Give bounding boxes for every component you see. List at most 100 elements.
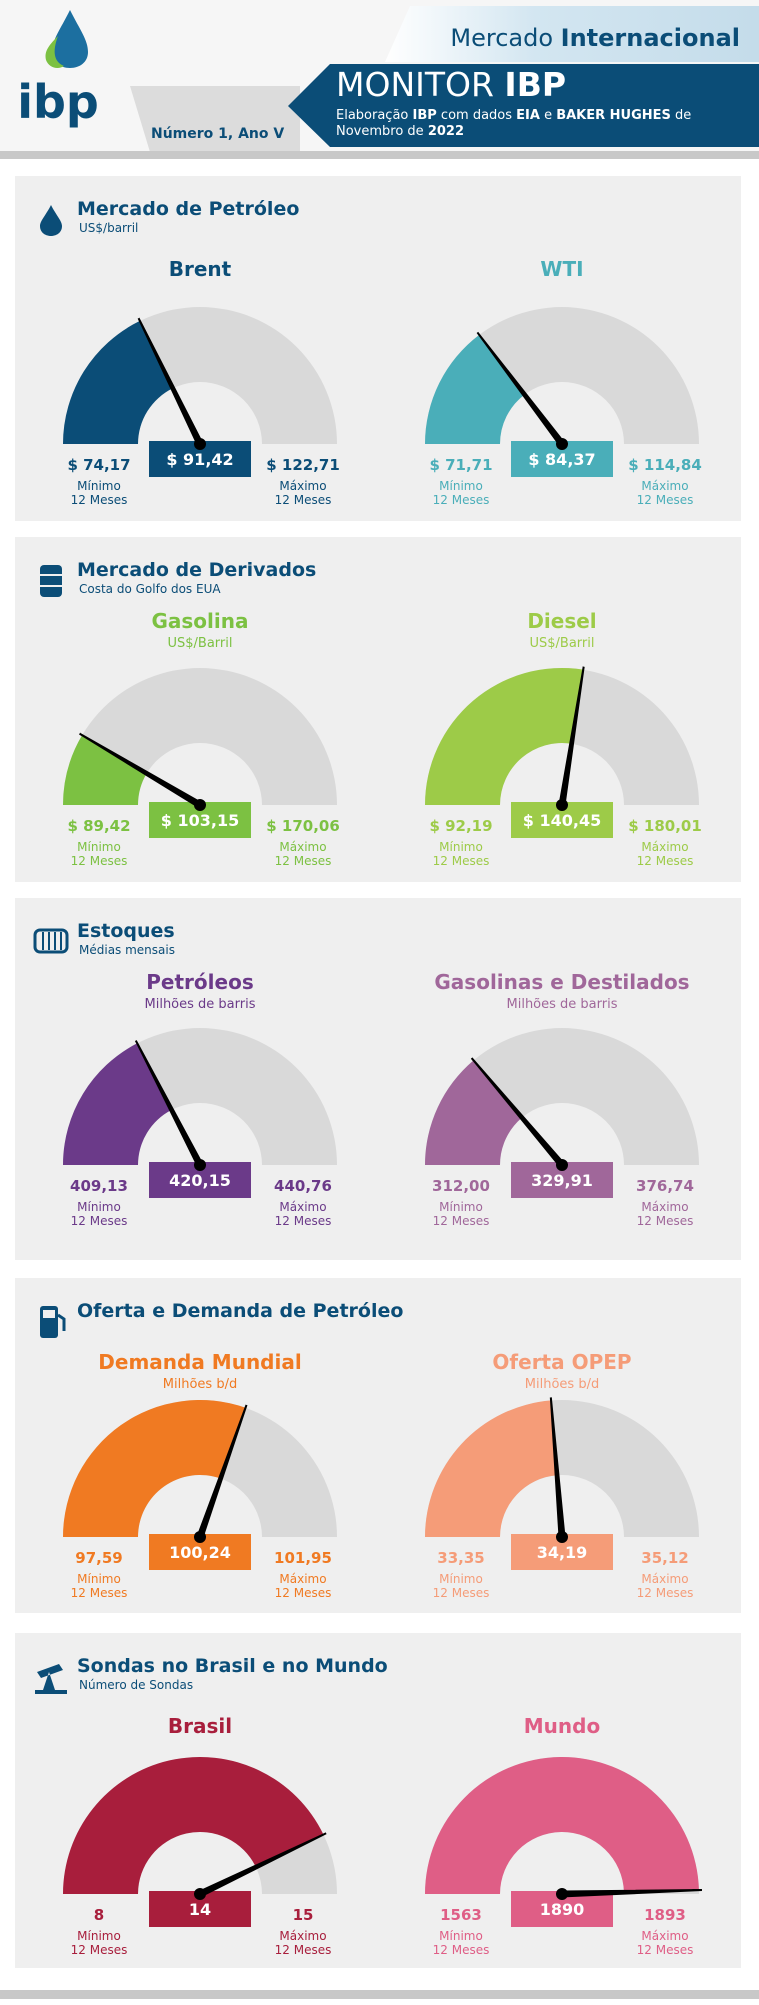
gauge-subtitle: Milhões de barris — [145, 997, 256, 1012]
gauge-title: Diesel — [527, 609, 596, 633]
icon-drop — [40, 205, 62, 236]
gauge-subtitle: US$/Barril — [530, 636, 595, 651]
issue: Número 1, Ano V — [151, 126, 284, 142]
max-caption: Máximo — [641, 1200, 688, 1214]
max-caption: Máximo — [641, 479, 688, 493]
period-caption: 12 Meses — [71, 1214, 128, 1228]
gauge-subtitle: Milhões b/d — [163, 1377, 237, 1392]
max-caption: Máximo — [641, 1929, 688, 1943]
header-shade — [130, 86, 300, 152]
period-caption: 12 Meses — [433, 493, 490, 507]
kicker-part: Internacional — [561, 24, 740, 52]
max-caption: Máximo — [641, 840, 688, 854]
max-caption: Máximo — [279, 1200, 326, 1214]
section-title: Estoques — [77, 920, 175, 942]
gauge-max: $ 114,84 — [628, 456, 702, 474]
gauge-title: Oferta OPEP — [492, 1350, 631, 1374]
gauge-title: Brasil — [168, 1714, 232, 1738]
gauge-title: Gasolina — [151, 609, 248, 633]
period-caption: 12 Meses — [71, 1943, 128, 1957]
period-caption: 12 Meses — [637, 854, 694, 868]
gauge-min: 8 — [94, 1906, 104, 1924]
header-title: MONITOR IBP — [336, 65, 566, 104]
max-caption: Máximo — [279, 479, 326, 493]
gauge-max: 1893 — [644, 1906, 686, 1924]
gauge-title: Petróleos — [146, 970, 253, 994]
period-caption: 12 Meses — [71, 1586, 128, 1600]
description-part: e — [540, 108, 556, 123]
gauge-fill — [425, 1756, 699, 1894]
section-title: Mercado de Petróleo — [77, 198, 299, 220]
gauge-min: 97,59 — [75, 1549, 122, 1567]
logo-leaf — [45, 36, 64, 68]
icon-rig — [37, 1664, 63, 1690]
gauge-max: 101,95 — [274, 1549, 332, 1567]
gauge-min: 312,00 — [432, 1177, 490, 1195]
gauge-value: 1890 — [540, 1900, 585, 1919]
gauge-fill — [63, 1400, 246, 1537]
description-part: de — [671, 108, 691, 123]
gauge-max: $ 180,01 — [628, 817, 702, 835]
period-caption: 12 Meses — [275, 493, 332, 507]
gauge-value: 329,91 — [531, 1171, 593, 1190]
max-caption: Máximo — [279, 840, 326, 854]
gauge-title: Demanda Mundial — [98, 1350, 301, 1374]
gauge-value: 14 — [189, 1900, 211, 1919]
needle-hub — [556, 438, 568, 450]
icon-base — [35, 1690, 67, 1694]
section-icon — [40, 1306, 66, 1338]
gauge-min: $ 92,19 — [429, 817, 492, 835]
gauge-title: Gasolinas e Destilados — [434, 970, 689, 994]
gauge-min: 1563 — [440, 1906, 482, 1924]
description-part: IBP — [413, 108, 437, 123]
gauge-min: $ 74,17 — [67, 456, 130, 474]
gauge-min: $ 89,42 — [67, 817, 130, 835]
gauge-min: $ 71,71 — [429, 456, 492, 474]
period-caption: 12 Meses — [433, 854, 490, 868]
period-caption: 12 Meses — [71, 854, 128, 868]
icon-barrel — [40, 565, 62, 597]
min-caption: Mínimo — [77, 1572, 121, 1586]
description-part: BAKER HUGHES — [556, 108, 671, 123]
period-caption: 12 Meses — [275, 854, 332, 868]
gauge-subtitle: US$/Barril — [168, 636, 233, 651]
section-icon — [33, 928, 69, 954]
gauge-max: $ 122,71 — [266, 456, 340, 474]
gauge-value: 100,24 — [169, 1543, 231, 1562]
period-caption: 12 Meses — [637, 493, 694, 507]
needle-hub — [556, 1888, 568, 1900]
gauge-value: $ 91,42 — [166, 450, 233, 469]
max-caption: Máximo — [641, 1572, 688, 1586]
period-caption: 12 Meses — [637, 1943, 694, 1957]
gauge-value: $ 103,15 — [161, 811, 239, 830]
gauge-fill — [63, 1757, 324, 1894]
min-caption: Mínimo — [77, 479, 121, 493]
gauge-fill — [63, 735, 147, 805]
gauge-value: $ 140,45 — [523, 811, 601, 830]
section-icon — [40, 205, 62, 236]
kicker-part: Mercado — [450, 24, 560, 52]
section-title: Mercado de Derivados — [77, 559, 316, 581]
min-caption: Mínimo — [439, 1572, 483, 1586]
gauge-subtitle: Milhões de barris — [507, 997, 618, 1012]
period-caption: 12 Meses — [637, 1214, 694, 1228]
gauge-max: 35,12 — [641, 1549, 688, 1567]
gauge-max: $ 170,06 — [266, 817, 340, 835]
header: ibp Mercado Internacional MONITOR IBP El… — [0, 0, 759, 159]
logo-text: ibp — [17, 75, 99, 129]
icon-window — [43, 1310, 55, 1318]
section-title: Oferta e Demanda de Petróleo — [77, 1300, 403, 1322]
kicker: Mercado Internacional — [450, 24, 740, 52]
needle-hub — [194, 799, 206, 811]
title-band — [288, 64, 759, 147]
min-caption: Mínimo — [77, 1929, 121, 1943]
gauge-value: 34,19 — [537, 1543, 588, 1562]
gauge-min: 409,13 — [70, 1177, 128, 1195]
period-caption: 12 Meses — [637, 1586, 694, 1600]
gauge-title: Mundo — [524, 1714, 600, 1738]
needle-hub — [556, 1159, 568, 1171]
icon-tank — [33, 928, 69, 954]
needle-hub — [194, 1531, 206, 1543]
needle-hub — [194, 1159, 206, 1171]
gauge-value: 420,15 — [169, 1171, 231, 1190]
